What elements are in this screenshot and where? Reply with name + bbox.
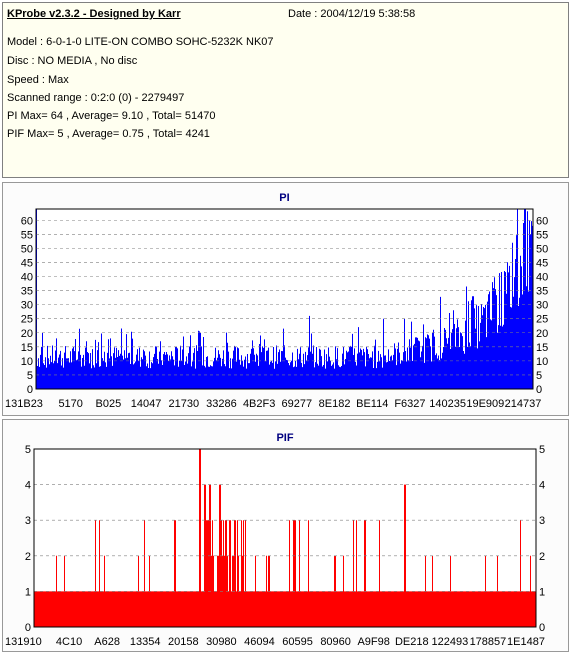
y-tick-label-right: 55 (536, 229, 548, 241)
y-tick-label-left: 60 (21, 215, 33, 227)
y-tick-label-right: 45 (536, 257, 548, 269)
x-tick-label: A628 (94, 636, 120, 648)
x-tick-label: 30980 (206, 636, 237, 648)
x-tick-label: 46094 (244, 636, 275, 648)
y-tick-label-right: 50 (536, 243, 548, 255)
y-tick-label-left: 40 (21, 272, 33, 284)
x-tick-label: 80960 (320, 636, 351, 648)
x-tick-label: 140235 (429, 398, 466, 410)
x-tick-label: BE114 (356, 398, 388, 410)
bar-series (36, 209, 533, 389)
range-line: Scanned range : 0:2:0 (0) - 2279497 (7, 92, 185, 104)
x-tick-label: 4C10 (56, 636, 82, 648)
x-tick-label: 33286 (206, 398, 237, 410)
y-tick-label-right: 4 (539, 480, 545, 492)
x-tick-label: 214737 (505, 398, 542, 410)
y-tick-label-left: 4 (25, 480, 31, 492)
pi-chart-panel: PI 0 0 5 5 10 10 15 15 20 20 25 25 30 30 35 35 40 40 45 45 50… (2, 182, 569, 416)
disc-line: Disc : NO MEDIA , No disc (7, 55, 138, 67)
x-tick-label: 131B23 (5, 398, 43, 410)
x-tick-label: DE218 (395, 636, 429, 648)
y-tick-label-left: 5 (25, 444, 31, 456)
y-tick-label-right: 1 (539, 586, 545, 598)
y-tick-label-left: 35 (21, 286, 33, 298)
x-tick-label: 60595 (282, 636, 313, 648)
y-tick-label-left: 15 (21, 342, 33, 354)
y-tick-label-left: 2 (25, 551, 31, 563)
y-tick-label-right: 5 (536, 370, 542, 382)
y-tick-label-right: 2 (539, 551, 545, 563)
chart-title: PI (279, 192, 289, 204)
y-tick-label-right: 30 (536, 300, 548, 312)
x-tick-label: A9F98 (357, 636, 389, 648)
speed-line: Speed : Max (7, 74, 69, 86)
pif-chart-panel: PIF 0 0 1 1 2 2 3 3 4 4 5 5 131910 4C10 A628 13354 20158 3… (2, 419, 569, 652)
scan-date: Date : 2004/12/19 5:38:58 (288, 8, 416, 20)
pif-stats-line: PIF Max= 5 , Average= 0.75 , Total= 4241 (7, 128, 210, 140)
x-tick-label: F6327 (394, 398, 425, 410)
x-tick-label: 20158 (168, 636, 199, 648)
y-tick-label-left: 50 (21, 243, 33, 255)
y-tick-label-right: 35 (536, 286, 548, 298)
chart-title: PIF (276, 432, 293, 444)
info-panel: KProbe v2.3.2 - Designed by Karr Date : … (2, 2, 569, 178)
y-tick-label-left: 55 (21, 229, 33, 241)
y-tick-label-right: 0 (539, 622, 545, 634)
x-tick-label: 21730 (168, 398, 199, 410)
pi-stats-line: PI Max= 64 , Average= 9.10 , Total= 5147… (7, 110, 216, 122)
x-tick-label: B025 (96, 398, 122, 410)
y-tick-label-right: 3 (539, 515, 545, 527)
x-tick-label: 69277 (282, 398, 313, 410)
y-tick-label-left: 3 (25, 515, 31, 527)
y-tick-label-left: 25 (21, 314, 33, 326)
y-tick-label-right: 25 (536, 314, 548, 326)
x-tick-label: 19E909 (466, 398, 504, 410)
y-tick-label-right: 10 (536, 356, 548, 368)
y-tick-label-right: 5 (539, 444, 545, 456)
y-tick-label-right: 15 (536, 342, 548, 354)
x-tick-label: 5170 (58, 398, 82, 410)
bar-series (34, 449, 536, 627)
x-tick-label: 13354 (130, 636, 161, 648)
y-tick-label-left: 10 (21, 356, 33, 368)
y-tick-label-right: 0 (536, 384, 542, 396)
x-tick-label: 8E182 (319, 398, 351, 410)
y-tick-label-left: 0 (25, 622, 31, 634)
y-tick-label-left: 0 (27, 384, 33, 396)
y-tick-label-left: 5 (27, 370, 33, 382)
x-tick-label: 14047 (131, 398, 162, 410)
x-tick-label: 178857 (470, 636, 507, 648)
y-tick-label-right: 60 (536, 215, 548, 227)
y-tick-label-left: 20 (21, 328, 33, 340)
x-tick-label: 1E1487 (507, 636, 545, 648)
x-tick-label: 4B2F3 (243, 398, 275, 410)
x-tick-label: 122493 (431, 636, 468, 648)
y-tick-label-left: 45 (21, 257, 33, 269)
x-tick-label: 131910 (5, 636, 42, 648)
pif-chart: PIF 0 0 1 1 2 2 3 3 4 4 5 5 131910 4C10 A628 13354 20158 3… (5, 432, 545, 648)
y-tick-label-left: 30 (21, 300, 33, 312)
y-tick-label-right: 40 (536, 272, 548, 284)
y-tick-label-left: 1 (25, 586, 31, 598)
model-line: Model : 6-0-1-0 LITE-ON COMBO SOHC-5232K… (7, 36, 274, 48)
y-tick-label-right: 20 (536, 328, 548, 340)
app-title: KProbe v2.3.2 - Designed by Karr (7, 8, 181, 20)
